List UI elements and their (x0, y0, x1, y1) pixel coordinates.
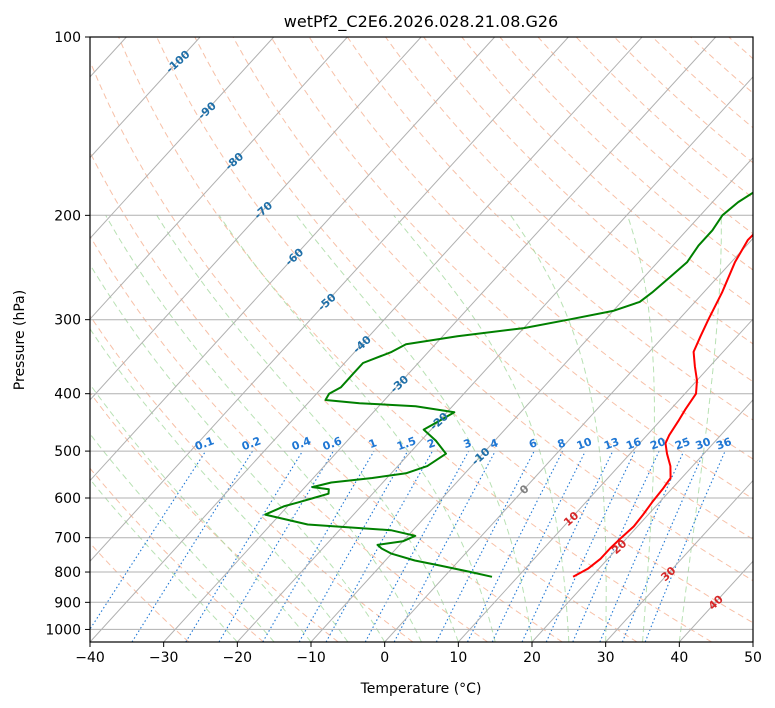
isotherm-line (90, 37, 643, 642)
mixing-ratio-label: 4 (488, 436, 500, 451)
isotherm-line (90, 37, 422, 401)
mixing-ratio-label: 30 (694, 435, 713, 453)
dry-adiabat-line (90, 151, 563, 642)
x-tick-label: −10 (296, 650, 326, 666)
x-tick-label: 10 (449, 650, 467, 666)
isotherm-line (90, 37, 275, 240)
mixing-ratio-label: 0.1 (193, 434, 216, 453)
moist-adiabat-line (90, 263, 386, 642)
moist-adiabat-line (678, 215, 722, 642)
moist-adiabat-line (393, 214, 570, 642)
isotherm-line (457, 318, 753, 642)
isotherm-line (90, 37, 569, 562)
mixing-ratio-label: 20 (648, 435, 667, 453)
y-tick-label: 900 (54, 595, 81, 611)
mixing-ratio-label: 3 (462, 436, 474, 451)
moist-adiabat-line (510, 215, 607, 642)
mixing-ratio-label: 10 (575, 435, 594, 453)
dry-adiabat-line (270, 37, 753, 500)
isotherm-line (384, 237, 753, 642)
y-axis-label: Pressure (hPa) (12, 290, 28, 390)
mixing-ratio-label: 0.6 (321, 434, 344, 453)
moist-adiabat-line (156, 215, 459, 642)
x-tick-label: 50 (744, 650, 762, 666)
isotherm-line (90, 37, 348, 320)
profile-line (572, 233, 753, 578)
dry-adiabat-line (232, 37, 753, 540)
isotherm-line (236, 76, 753, 642)
x-tick-label: 0 (380, 650, 389, 666)
x-tick-label: 20 (523, 650, 541, 666)
mixing-ratio-label: 0.4 (290, 434, 313, 453)
mixing-ratio-label: 1 (367, 436, 379, 451)
isobar-gridlines (90, 37, 753, 630)
moist-adiabat-line (218, 215, 496, 642)
mixing-ratio-label: 2 (425, 436, 437, 451)
x-tick-label: −20 (223, 650, 253, 666)
isotherm-line (531, 399, 753, 642)
mixing-ratio-label: 6 (527, 436, 539, 451)
plot-frame (89, 36, 754, 643)
profile-series (264, 191, 753, 578)
y-tick-label: 700 (54, 531, 81, 547)
y-tick-label: 100 (54, 30, 81, 46)
x-tick-label: 40 (670, 650, 688, 666)
moist-adiabat-line (90, 327, 349, 642)
x-tick-label: −30 (149, 650, 179, 666)
mixing-ratio-label: 13 (602, 435, 621, 452)
x-tick-label: −40 (75, 650, 105, 666)
dry-adiabat-line (156, 37, 753, 624)
dry-adiabat-line (346, 37, 753, 421)
y-tick-label: 400 (54, 387, 81, 403)
moist-adiabat-line (90, 478, 238, 642)
mixing-ratio-label: 8 (556, 436, 568, 451)
axis-ticks: −40 −30 −20 −10 0 10 20 30 40 5010020030040050060… (45, 30, 762, 666)
isotherm-line (90, 37, 201, 159)
y-tick-label: 800 (54, 565, 81, 581)
moist-adiabat-line (105, 215, 422, 642)
y-tick-label: 600 (54, 491, 81, 507)
profile-line (264, 191, 753, 578)
mixing-ratio-label: 16 (624, 435, 643, 453)
dry-adiabat-line (90, 542, 190, 642)
dry-adiabat-line (308, 37, 753, 460)
mixing-ratio-label: 25 (673, 435, 692, 452)
moist-adiabat-line (90, 433, 275, 642)
dry-adiabat-line (90, 467, 264, 642)
y-tick-label: 500 (54, 444, 81, 460)
dry-adiabat-line (194, 37, 753, 582)
moist-adiabat-line (626, 215, 655, 642)
mixing-ratio-label: 36 (714, 435, 733, 453)
mixing-ratio-label: 0.2 (240, 434, 263, 453)
x-tick-label: 30 (597, 650, 615, 666)
y-tick-label: 200 (54, 208, 81, 224)
isotherm-line (90, 37, 496, 482)
dry-adiabat-line (90, 235, 488, 642)
mixing-ratio-label: 1.5 (395, 434, 418, 453)
chart-title: wetPf2_C2E6.2026.028.21.08.G26 (284, 12, 558, 32)
y-tick-label: 1000 (45, 622, 81, 638)
y-tick-label: 300 (54, 313, 81, 329)
dry-adiabat-line (90, 60, 638, 642)
x-axis-label: Temperature (°C) (360, 681, 482, 697)
isotherm-line (605, 479, 753, 642)
